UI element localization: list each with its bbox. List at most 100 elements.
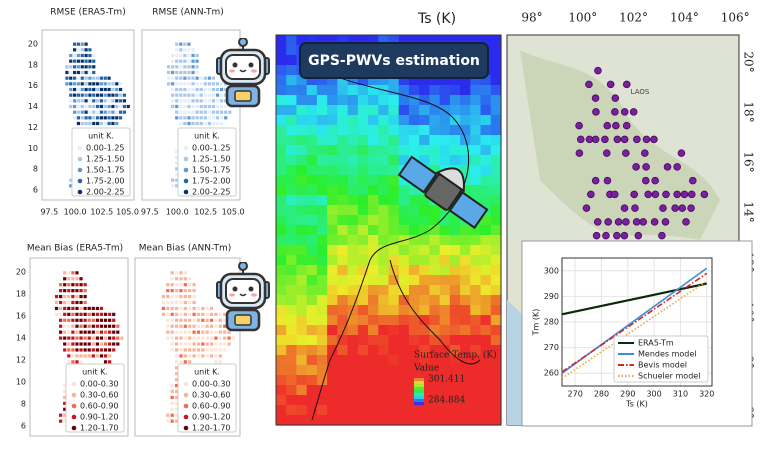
temperature-cell [337,175,349,186]
station-cell [67,360,71,364]
station-cell [179,99,183,103]
station-cell [166,283,170,287]
temperature-cell [286,325,298,336]
station-cell [179,318,183,322]
legend-box [177,363,237,433]
station-cell [174,318,179,322]
station-cell [108,336,112,340]
station-cell [63,283,67,287]
station-cell [174,300,179,305]
station-cell [63,300,67,305]
legend-box [65,363,125,433]
station-cell [83,324,87,328]
station-cell [118,116,123,120]
station-cell [118,82,123,86]
station-cell [187,70,191,75]
temperature-cell [449,215,461,226]
legend-label: 1.50-1.75 [86,166,125,175]
station-cell [171,82,175,86]
temperature-cell [388,415,400,426]
station-cell [83,354,87,358]
station-cell [175,172,179,177]
temperature-cell [490,115,502,126]
station-cell [179,70,183,75]
temperature-cell [388,285,400,296]
station-cell [183,76,187,80]
gps-station [661,218,670,226]
temperature-cell [449,335,461,346]
station-cell [71,300,75,305]
station-cell [183,110,187,114]
station-cell [183,87,187,92]
temperature-cell [408,245,420,256]
station-cell [83,342,87,346]
temperature-cell [276,315,287,326]
station-cell [220,87,224,92]
station-cell [99,87,104,92]
temperature-cell [337,365,349,376]
temperature-cell [316,35,328,46]
temperature-cell [419,325,431,336]
station-cell [205,348,209,352]
temperature-cell [337,415,349,426]
temperature-cell [490,305,502,316]
temperature-cell [316,175,328,186]
station-cell [214,348,218,352]
temperature-cell [480,225,492,236]
legend-label: 0.60-0.90 [192,402,231,411]
temperature-cell [378,255,390,266]
station-cell [91,354,95,358]
temperature-cell [337,235,349,246]
station-cell [215,116,220,120]
station-cell [209,318,214,322]
temperature-cell [357,345,369,356]
station-cell [95,330,99,334]
temperature-cell [357,235,369,246]
gps-station [641,149,649,157]
temperature-cell [408,85,420,96]
temperature-cell [357,115,369,126]
station-cell [218,336,222,340]
temperature-cell [276,365,287,376]
temperature-cell [439,105,451,116]
temperature-cell [490,265,502,276]
station-cell [99,121,104,126]
temperature-cell [490,385,502,396]
temperature-cell [419,145,431,156]
temperature-cell [429,235,441,246]
temperature-cell [439,155,451,166]
station-cell [71,312,75,316]
temperature-cell [316,185,328,196]
station-cell [179,59,183,63]
temperature-cell [449,285,461,296]
station-cell [187,48,191,52]
station-cell [111,99,115,103]
station-cell [201,336,205,340]
station-cell [187,87,191,92]
temperature-cell [480,215,492,226]
station-cell [92,53,96,58]
temperature-cell [419,195,431,206]
temperature-cell [388,85,400,96]
temperature-cell [337,405,349,416]
temperature-cell [429,215,441,226]
temperature-cell [357,285,369,296]
legend-label: 0.60-0.90 [80,402,119,411]
station-cell [223,348,227,352]
gps-station [688,176,697,185]
legend-marker [183,189,189,195]
temperature-cell [388,385,400,396]
temperature-cell [276,195,287,206]
temperature-cell [480,355,492,366]
station-cell [215,87,220,92]
temperature-cell [306,325,318,336]
station-cell [75,324,79,328]
temperature-cell [480,405,492,416]
station-cell [87,354,91,358]
temperature-cell [337,245,349,256]
station-cell [108,348,112,352]
station-cell [69,99,73,103]
station-cell [69,65,73,69]
station-cell [115,116,119,120]
temperature-cell [398,125,410,136]
